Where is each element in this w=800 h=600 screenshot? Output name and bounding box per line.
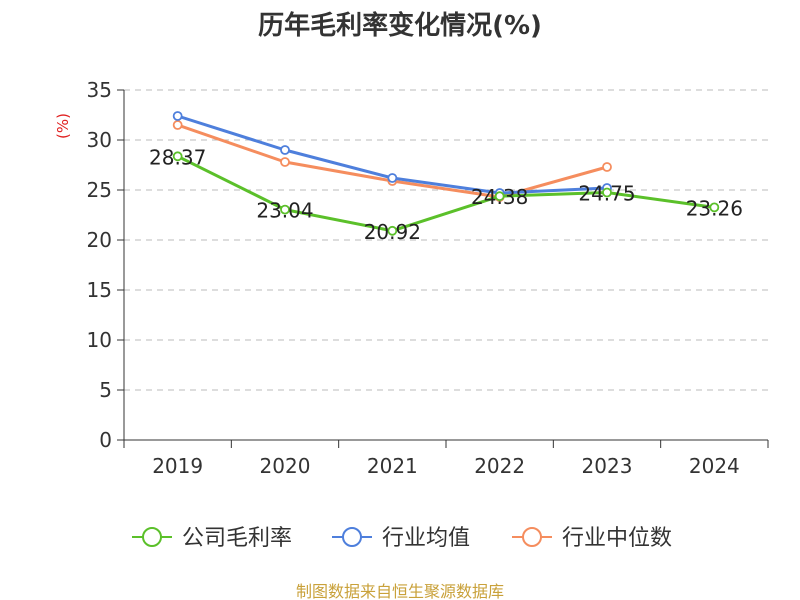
chart-title: 历年毛利率变化情况(%) bbox=[258, 10, 542, 41]
y-tick-label: 0 bbox=[99, 428, 112, 452]
data-label: 23.04 bbox=[256, 199, 313, 223]
legend-label: 行业均值 bbox=[382, 526, 470, 551]
legend-label: 行业中位数 bbox=[562, 526, 672, 551]
data-point bbox=[172, 151, 183, 162]
x-tick-label: 2020 bbox=[260, 454, 311, 478]
data-point bbox=[172, 111, 183, 121]
data-point bbox=[172, 120, 183, 130]
series-layer bbox=[172, 111, 720, 236]
y-tick-label: 20 bbox=[87, 228, 112, 252]
x-tick-label: 2023 bbox=[582, 454, 633, 478]
y-tick-label: 30 bbox=[87, 128, 112, 152]
legend-marker bbox=[142, 527, 162, 547]
data-point bbox=[280, 145, 290, 155]
data-label: 24.38 bbox=[471, 185, 528, 209]
source-note: 制图数据来自恒生聚源数据库 bbox=[296, 582, 504, 600]
legend-marker bbox=[342, 527, 362, 547]
y-tick-label: 15 bbox=[87, 278, 112, 302]
data-point bbox=[602, 187, 612, 198]
x-tick-label: 2019 bbox=[152, 454, 203, 478]
data-point bbox=[709, 202, 720, 213]
data-point bbox=[280, 157, 290, 167]
series-line-0 bbox=[176, 154, 715, 233]
axes: 0 5 10 15 20 25 30 35 2019 2020 2021 2022 2023 2024 bbox=[87, 78, 769, 478]
legend-label: 公司毛利率 bbox=[182, 526, 292, 551]
gridlines bbox=[124, 89, 768, 391]
legend-marker bbox=[522, 527, 542, 547]
data-label: 23.26 bbox=[686, 196, 743, 220]
x-tick-label: 2024 bbox=[689, 454, 740, 478]
data-point bbox=[387, 173, 398, 183]
data-labels: 28.37 23.04 20.92 24.38 24.75 23.26 bbox=[149, 145, 743, 244]
data-label: 28.37 bbox=[149, 145, 206, 169]
y-tick-label: 35 bbox=[87, 78, 112, 102]
data-point bbox=[494, 191, 505, 202]
legend: 公司毛利率 行业均值 行业中位数 bbox=[132, 526, 672, 551]
y-tick-label: 25 bbox=[87, 178, 112, 202]
x-tick-label: 2022 bbox=[474, 454, 525, 478]
data-label: 20.92 bbox=[364, 220, 421, 244]
y-tick-label: 10 bbox=[87, 328, 112, 352]
y-tick-label: 5 bbox=[99, 378, 112, 402]
data-label: 24.75 bbox=[578, 182, 635, 206]
x-tick-label: 2021 bbox=[367, 454, 418, 478]
y-axis-label: (%) bbox=[54, 113, 72, 139]
data-point bbox=[602, 162, 612, 172]
data-point bbox=[280, 204, 290, 215]
data-point bbox=[387, 225, 398, 236]
